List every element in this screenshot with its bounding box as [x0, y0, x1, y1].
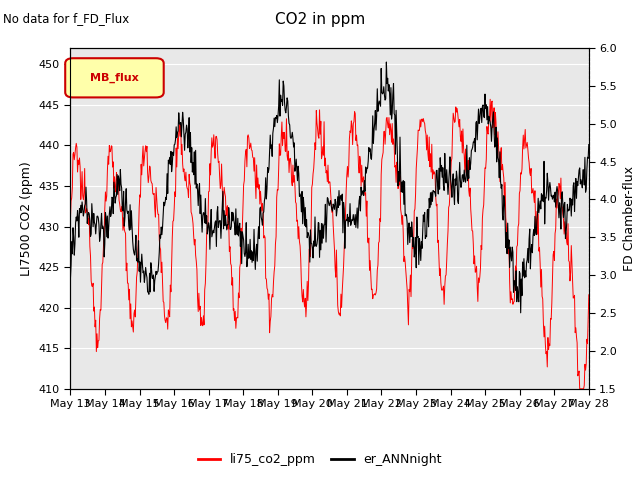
FancyBboxPatch shape	[65, 58, 164, 97]
Text: No data for f_FD_Flux: No data for f_FD_Flux	[3, 12, 129, 25]
Text: CO2 in ppm: CO2 in ppm	[275, 12, 365, 27]
Text: MB_flux: MB_flux	[90, 72, 139, 83]
Y-axis label: LI7500 CO2 (ppm): LI7500 CO2 (ppm)	[20, 161, 33, 276]
Y-axis label: FD Chamber-flux: FD Chamber-flux	[623, 166, 636, 271]
Legend: li75_co2_ppm, er_ANNnight: li75_co2_ppm, er_ANNnight	[193, 448, 447, 471]
